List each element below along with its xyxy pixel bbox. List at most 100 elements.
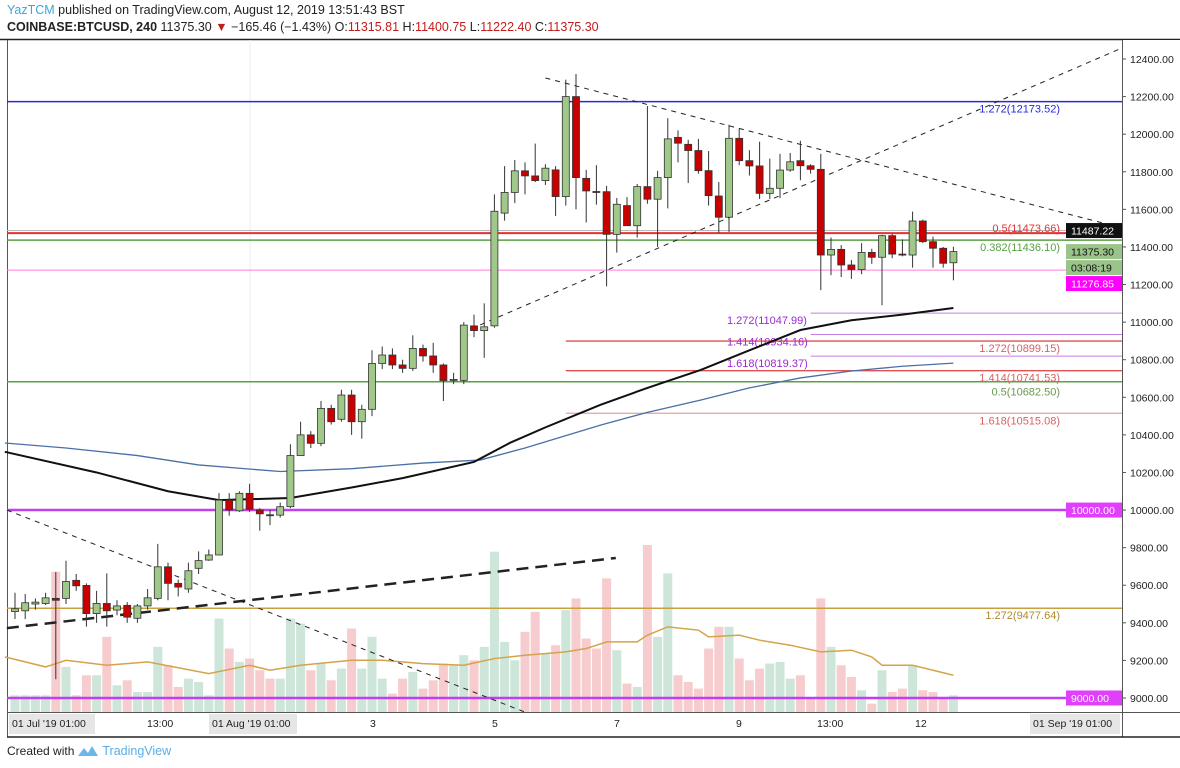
volume-bar bbox=[357, 668, 367, 712]
candle bbox=[510, 159, 519, 204]
candle bbox=[653, 170, 662, 247]
candle-body bbox=[357, 408, 366, 423]
descending-support-trendline[interactable] bbox=[6, 509, 526, 713]
volume-bar bbox=[143, 691, 153, 712]
candle bbox=[582, 169, 591, 223]
volume-bar bbox=[938, 698, 948, 712]
candle bbox=[459, 322, 468, 385]
price-tag-bg bbox=[1066, 223, 1122, 239]
candle-body bbox=[837, 248, 846, 266]
candle-body bbox=[908, 220, 917, 256]
candle bbox=[266, 510, 274, 526]
candle bbox=[204, 549, 213, 561]
time-axis[interactable]: 01 Jul '19 01:00 13:00 01 Aug '19 01:00 … bbox=[9, 714, 1120, 734]
price-tag: 11375.30 bbox=[1071, 247, 1114, 259]
ma-black-line bbox=[4, 307, 954, 502]
candle bbox=[153, 543, 162, 601]
candle-body bbox=[898, 253, 907, 256]
candle-body bbox=[551, 169, 560, 197]
volume-bar bbox=[459, 655, 469, 712]
candle-body bbox=[684, 143, 693, 151]
time-tick: 3 bbox=[370, 718, 376, 730]
volume-bar bbox=[500, 641, 510, 712]
time-tick: 9 bbox=[736, 718, 742, 730]
candle-body bbox=[592, 191, 601, 193]
volume-bar bbox=[836, 665, 846, 712]
candle bbox=[929, 236, 937, 268]
volume-bar bbox=[306, 670, 316, 712]
volume-bar bbox=[183, 678, 193, 712]
volume-bar bbox=[591, 648, 601, 712]
volume-bar bbox=[489, 551, 499, 712]
candle bbox=[31, 598, 40, 610]
candle-body bbox=[531, 175, 540, 181]
triangle-lower-trendline[interactable] bbox=[479, 47, 1122, 326]
candle-body bbox=[857, 251, 866, 270]
author-link[interactable]: YazTCM bbox=[7, 3, 55, 17]
candle-body bbox=[735, 137, 744, 162]
candle bbox=[888, 233, 897, 259]
rising-support-trendline[interactable] bbox=[6, 556, 616, 630]
triangle-upper-trendline[interactable] bbox=[545, 77, 1122, 229]
candle bbox=[867, 248, 876, 264]
candle bbox=[623, 197, 631, 227]
price-tag-bg bbox=[1066, 690, 1122, 706]
candle bbox=[215, 493, 223, 556]
candle-body bbox=[490, 210, 499, 327]
candle bbox=[796, 140, 805, 181]
volume-bar bbox=[214, 618, 224, 712]
candle bbox=[378, 346, 387, 370]
candle bbox=[908, 211, 917, 268]
open-label: O: bbox=[334, 20, 348, 34]
tradingview-link[interactable]: TradingView bbox=[102, 744, 172, 758]
candle bbox=[561, 79, 570, 206]
moving-averages bbox=[4, 307, 954, 502]
candle-body bbox=[765, 187, 774, 194]
volume-bar bbox=[102, 636, 112, 712]
candle bbox=[500, 166, 509, 221]
time-tick: 12 bbox=[915, 718, 927, 730]
level-label: 1.272(12173.52) bbox=[979, 104, 1060, 116]
candle-body bbox=[755, 165, 764, 194]
candle bbox=[898, 239, 907, 257]
candle-body bbox=[582, 177, 591, 192]
time-label-bg bbox=[9, 714, 95, 734]
candle bbox=[306, 431, 315, 449]
candle bbox=[684, 139, 693, 184]
price-axis[interactable] bbox=[1123, 40, 1180, 712]
volume-bar bbox=[561, 610, 571, 712]
candle-body bbox=[633, 186, 642, 227]
candle bbox=[633, 183, 642, 238]
candle-body bbox=[776, 169, 784, 189]
candle-body bbox=[602, 191, 611, 235]
volume-bar bbox=[653, 636, 663, 712]
candle bbox=[704, 151, 713, 206]
volume-bar bbox=[71, 695, 81, 712]
candle-body bbox=[11, 608, 19, 612]
open-value: 11315.81 bbox=[347, 20, 400, 34]
candle-body bbox=[847, 264, 856, 270]
volume-bar bbox=[20, 695, 30, 712]
price-change: −165.46 (−1.43%) bbox=[231, 20, 332, 34]
candle bbox=[113, 600, 121, 616]
candle-body bbox=[245, 492, 254, 510]
down-triangle-icon: ▼ bbox=[215, 20, 228, 34]
trendlines[interactable] bbox=[6, 47, 1122, 713]
candle-body bbox=[368, 363, 376, 410]
candle-body bbox=[806, 165, 815, 170]
price-tick-label: 12000.00 bbox=[1130, 129, 1174, 141]
volume-bar bbox=[428, 680, 438, 712]
candle bbox=[11, 592, 19, 620]
candle-body bbox=[408, 348, 417, 369]
candle-body bbox=[612, 203, 621, 235]
price-tick-label: 11800.00 bbox=[1130, 167, 1173, 179]
candle-body bbox=[174, 582, 183, 588]
footer: Created with TradingView bbox=[7, 744, 171, 758]
candle-body bbox=[276, 506, 285, 516]
volume-bar bbox=[469, 660, 479, 712]
candle-body bbox=[255, 509, 264, 515]
price-tag-bg bbox=[1066, 260, 1122, 276]
high-label: H: bbox=[402, 20, 416, 34]
volume-bar bbox=[632, 686, 642, 712]
